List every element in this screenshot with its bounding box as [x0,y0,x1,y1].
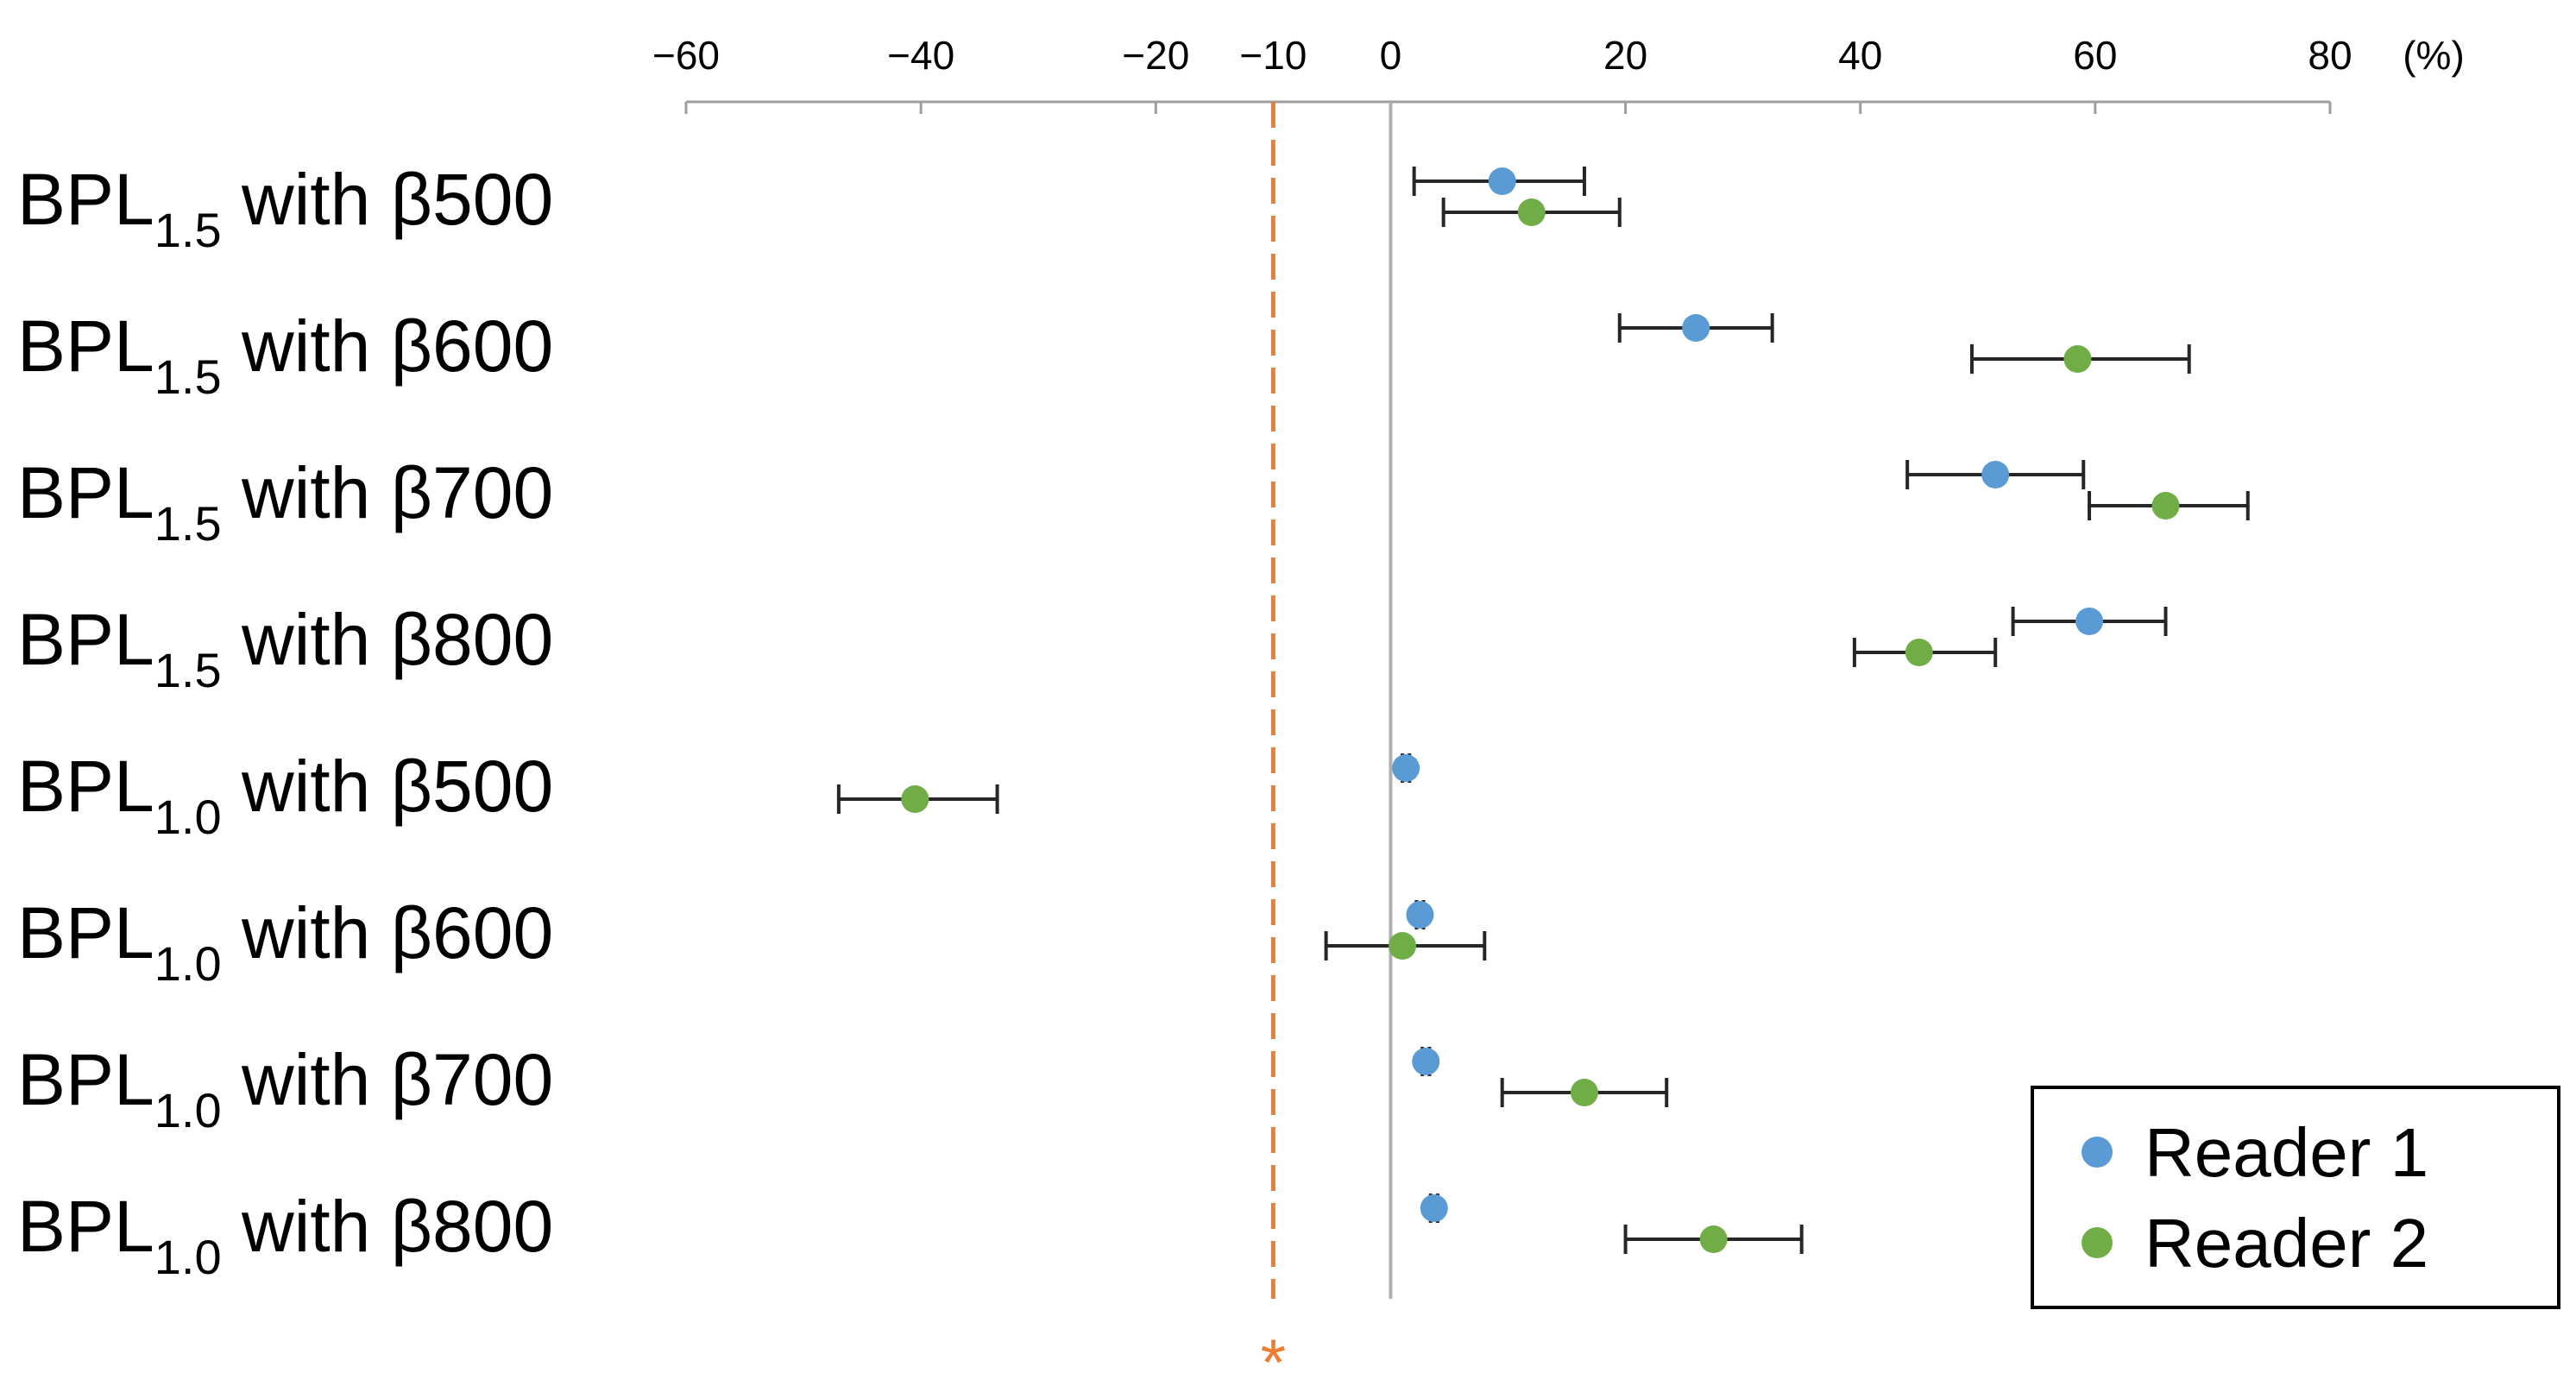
data-point-reader-1 [1392,754,1420,782]
row-label-suffix: with β700 [222,452,554,533]
data-point-reader-1 [1981,461,2010,488]
row-label-suffix: with β500 [222,159,554,240]
row-label: BPL1.0 with β500 [17,746,553,844]
data-point-reader-2 [1389,932,1417,960]
row-label: BPL1.0 with β800 [17,1186,553,1284]
data-point-reader-1 [1682,314,1710,342]
row-label-subscript: 1.0 [154,790,222,844]
row-label-subscript: 1.5 [154,643,222,697]
legend-label: Reader 2 [2145,1205,2428,1282]
x-tick-label: −10 [1239,33,1307,78]
row-label: BPL1.5 with β700 [17,452,553,551]
data-point-reader-2 [1699,1225,1728,1253]
data-point-reader-2 [1517,198,1546,226]
row-label: BPL1.5 with β500 [17,159,553,257]
legend-marker-reader-1 [2082,1137,2113,1168]
data-point-reader-1 [1406,901,1434,929]
row-label-suffix: with β500 [222,746,554,827]
reference-marker: * [1261,1326,1287,1392]
x-tick-label: 40 [1838,33,1882,78]
x-tick-label: 20 [1603,33,1647,78]
data-point-reader-2 [2063,345,2092,373]
legend-marker-reader-2 [2082,1227,2113,1258]
row-label-subscript: 1.0 [154,1083,222,1137]
row-label-subscript: 1.5 [154,496,222,551]
row-label-suffix: with β800 [222,1186,554,1267]
data-point-reader-2 [1570,1079,1598,1106]
row-label-suffix: with β700 [222,1039,554,1120]
x-tick-label: −60 [652,33,720,78]
legend-box [2031,1086,2560,1309]
row-label-base: BPL [17,159,154,240]
data-point-reader-2 [2151,492,2180,520]
row-label-subscript: 1.5 [154,203,222,257]
x-tick-label: 80 [2308,33,2352,78]
row-label-base: BPL [17,305,154,387]
row-label-suffix: with β600 [222,892,554,973]
x-tick-label: 60 [2073,33,2117,78]
row-label-suffix: with β600 [222,305,554,387]
row-label: BPL1.0 with β600 [17,892,553,991]
legend-label: Reader 1 [2145,1114,2428,1191]
x-tick-label: −20 [1122,33,1189,78]
data-point-reader-2 [1905,639,1933,666]
row-label: BPL1.5 with β600 [17,305,553,404]
x-unit-label: (%) [2403,33,2465,78]
data-point-reader-1 [1488,167,1516,195]
data-point-reader-2 [901,785,929,813]
row-label-base: BPL [17,1039,154,1120]
x-tick-label: 0 [1380,33,1402,78]
row-label-base: BPL [17,599,154,680]
row-label-subscript: 1.0 [154,936,222,991]
x-tick-label: −40 [887,33,954,78]
row-label-base: BPL [17,746,154,827]
row-label-subscript: 1.5 [154,350,222,404]
row-label-subscript: 1.0 [154,1230,222,1284]
data-point-reader-1 [1412,1048,1440,1075]
row-label: BPL1.5 with β800 [17,599,553,697]
row-label-base: BPL [17,452,154,533]
data-point-reader-1 [1420,1194,1448,1222]
row-label-base: BPL [17,892,154,973]
row-label-base: BPL [17,1186,154,1267]
row-label: BPL1.0 with β700 [17,1039,553,1137]
row-label-suffix: with β800 [222,599,554,680]
data-point-reader-1 [2075,608,2104,635]
